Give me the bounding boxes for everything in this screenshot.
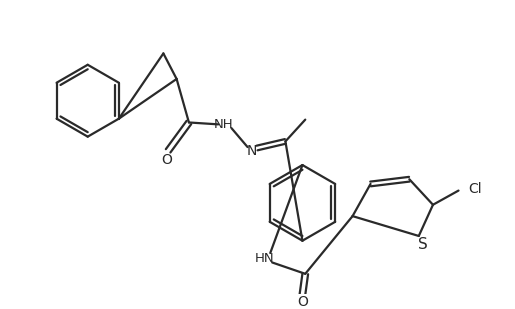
Text: NH: NH bbox=[214, 118, 234, 131]
Text: HN: HN bbox=[255, 252, 274, 265]
Text: O: O bbox=[161, 153, 171, 167]
Text: O: O bbox=[297, 295, 308, 309]
Text: S: S bbox=[418, 237, 427, 252]
Text: Cl: Cl bbox=[468, 182, 482, 196]
Text: N: N bbox=[246, 144, 256, 158]
